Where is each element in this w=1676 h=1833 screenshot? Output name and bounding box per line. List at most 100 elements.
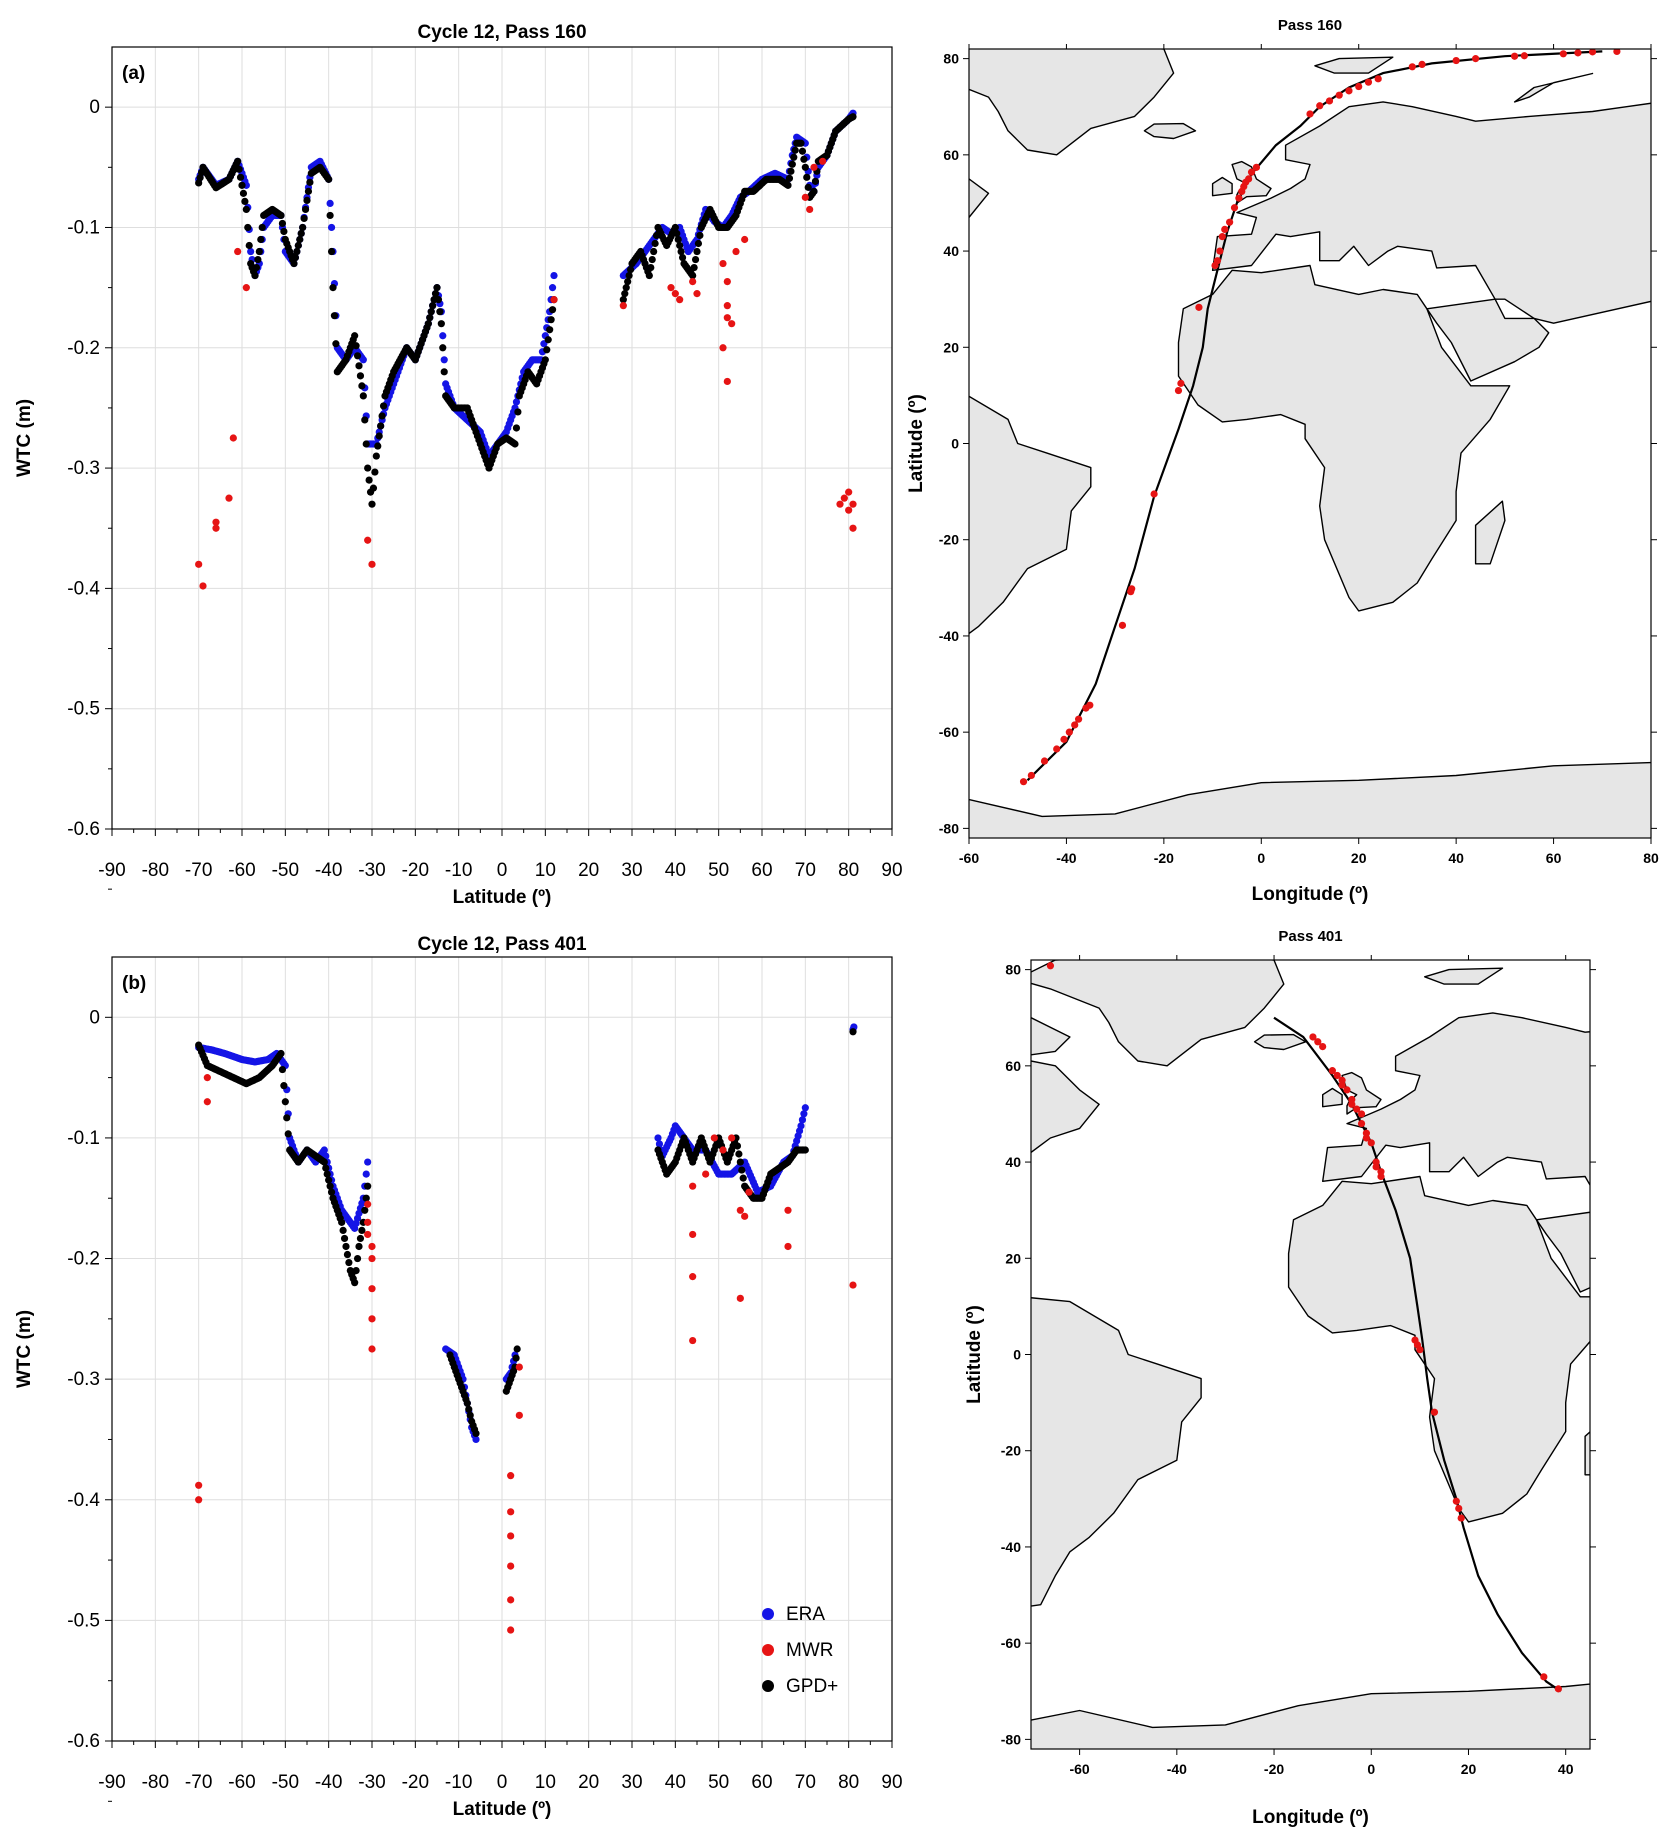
- y-axis-label: Latitude (º): [906, 394, 927, 493]
- data-point-gpdplus: [544, 336, 552, 344]
- mwr-point: [1457, 1514, 1465, 1522]
- data-point-gpdplus: [800, 155, 808, 163]
- mwr-point: [1218, 233, 1226, 241]
- y-tick-label: -0.5: [67, 1610, 100, 1631]
- x-axis-label: Longitude (º): [1252, 884, 1369, 905]
- y-tick-label: -80: [939, 820, 959, 836]
- land-europe: [1322, 1012, 1590, 1187]
- data-point-gpdplus: [355, 362, 363, 370]
- data-point-gpdplus: [299, 223, 307, 232]
- data-point-era: [654, 1134, 662, 1142]
- data-point-gpdplus: [547, 316, 555, 324]
- data-point-era: [440, 356, 448, 364]
- data-point-gpdplus: [369, 484, 378, 492]
- data-point-mwr: [710, 1134, 718, 1142]
- data-point-gpdplus: [440, 368, 448, 376]
- mwr-point: [1071, 721, 1079, 729]
- mwr-point: [1574, 49, 1582, 57]
- y-tick-label: 60: [1005, 1058, 1021, 1074]
- data-point-gpdplus: [252, 263, 261, 272]
- data-point-mwr: [619, 302, 627, 310]
- data-point-gpdplus: [541, 356, 549, 364]
- mwr-point: [1325, 97, 1334, 105]
- data-point-mwr: [741, 235, 749, 244]
- data-point-mwr: [849, 1281, 857, 1289]
- data-point-gpdplus: [280, 227, 288, 236]
- data-point-mwr: [736, 1294, 744, 1302]
- mwr-point: [1472, 55, 1480, 63]
- x-tick-label: -80: [142, 860, 169, 881]
- x-tick-label: 80: [1643, 850, 1659, 866]
- data-point-gpdplus: [647, 263, 655, 272]
- mwr-point: [1343, 1086, 1351, 1094]
- data-point-gpdplus: [648, 255, 656, 264]
- data-point-gpdplus: [323, 1170, 331, 1178]
- y-tick-label: -0.4: [67, 578, 100, 599]
- mwr-point: [1252, 163, 1261, 171]
- x-tick-label: -30: [358, 1772, 385, 1793]
- data-point-gpdplus: [254, 255, 262, 264]
- data-point-gpdplus: [543, 346, 551, 354]
- data-point-gpdplus: [621, 290, 629, 298]
- chart-title: Cycle 12, Pass 401: [417, 934, 586, 955]
- data-point-gpdplus: [372, 452, 380, 460]
- data-point-gpdplus: [626, 265, 635, 274]
- data-point-mwr: [784, 1242, 792, 1251]
- mwr-point: [1216, 247, 1224, 255]
- x-tick-label: 90: [881, 860, 902, 881]
- mwr-point: [1452, 56, 1460, 65]
- data-point-gpdplus: [691, 255, 700, 264]
- mwr-point: [1408, 63, 1416, 71]
- data-point-gpdplus: [375, 432, 383, 440]
- x-tick-label: -50: [272, 1772, 299, 1793]
- data-point-mwr: [784, 1206, 792, 1214]
- data-point-mwr: [689, 1182, 697, 1190]
- data-point-mwr: [364, 1218, 372, 1226]
- data-point-gpdplus: [790, 153, 798, 161]
- data-point-gpdplus: [330, 312, 339, 320]
- data-point-era: [439, 332, 447, 340]
- mwr-point: [1075, 715, 1083, 723]
- data-point-gpdplus: [242, 205, 250, 214]
- mwr-point: [1377, 1172, 1385, 1181]
- data-point-mwr: [225, 494, 233, 502]
- data-point-gpdplus: [293, 247, 301, 256]
- data-point-gpdplus: [300, 214, 308, 223]
- data-point-gpdplus: [678, 253, 687, 262]
- series-MWR: [195, 157, 857, 590]
- data-point-mwr: [195, 560, 203, 568]
- land-novaya: [1624, 985, 1676, 1013]
- data-point-gpdplus: [439, 344, 447, 352]
- data-point-mwr: [507, 1626, 515, 1634]
- data-point-mwr: [203, 1098, 211, 1106]
- data-point-gpdplus: [234, 157, 242, 165]
- data-point-gpdplus: [278, 219, 287, 228]
- data-point-gpdplus: [296, 235, 304, 244]
- data-point-gpdplus: [379, 402, 388, 410]
- data-point-era: [362, 1170, 370, 1178]
- land-samerica: [969, 395, 1092, 635]
- mwr-point: [1345, 87, 1353, 95]
- data-point-mwr: [741, 1212, 749, 1220]
- data-point-era: [801, 1104, 809, 1112]
- data-point-gpdplus: [245, 241, 253, 250]
- data-point-gpdplus: [811, 177, 820, 185]
- data-point-mwr: [845, 506, 853, 514]
- data-point-gpdplus: [733, 1142, 742, 1150]
- mwr-points: [1019, 49, 1621, 786]
- wtc-chart-1: -90 -80 -70 -60 -50 -40 -30 -20 -10 0 10 20 30 40 50 60…: [14, 934, 903, 1820]
- data-point-gpdplus: [251, 271, 259, 280]
- data-point-gpdplus: [463, 1399, 471, 1407]
- mwr-point: [1319, 1042, 1327, 1051]
- data-point-gpdplus: [431, 290, 440, 298]
- x-tick-label: 30: [621, 1772, 642, 1793]
- mwr-point: [1177, 379, 1185, 387]
- data-point-gpdplus: [297, 229, 305, 238]
- y-tick-label: 80: [943, 51, 959, 67]
- data-point-gpdplus: [436, 308, 444, 316]
- data-point-mwr: [689, 1273, 697, 1281]
- x-tick-label: -60: [1069, 1761, 1089, 1777]
- y-tick-label: 0: [1013, 1347, 1021, 1363]
- mwr-point: [1309, 1033, 1317, 1041]
- mwr-point: [1430, 1408, 1439, 1416]
